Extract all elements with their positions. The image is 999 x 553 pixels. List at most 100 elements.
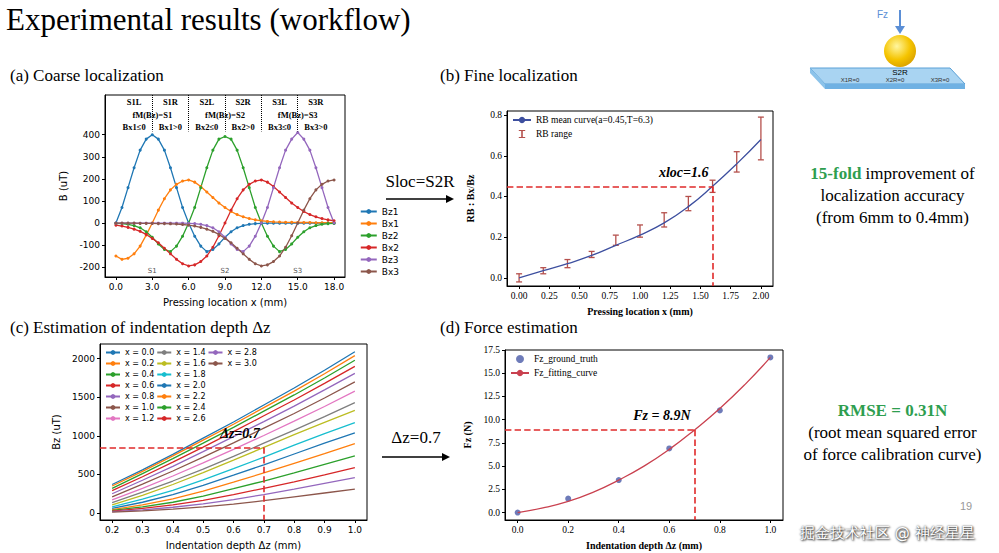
svg-text:0: 0 <box>94 218 100 228</box>
svg-text:Bx2≤0: Bx2≤0 <box>195 122 218 132</box>
svg-text:5.0: 5.0 <box>488 461 500 471</box>
svg-text:x = 2.2: x = 2.2 <box>176 392 205 401</box>
svg-text:0.8: 0.8 <box>714 525 726 535</box>
svg-text:S3R: S3R <box>308 97 324 107</box>
svg-text:Bx3: Bx3 <box>382 267 399 277</box>
svg-text:x = 0.6: x = 0.6 <box>125 381 154 390</box>
svg-text:0.8: 0.8 <box>287 525 302 535</box>
svg-text:7.5: 7.5 <box>488 438 500 448</box>
svg-text:S1R: S1R <box>163 97 179 107</box>
svg-text:6.0: 6.0 <box>181 282 196 292</box>
svg-text:RB range: RB range <box>536 129 572 139</box>
svg-text:0.00: 0.00 <box>511 291 528 301</box>
svg-text:0.0: 0.0 <box>490 273 502 283</box>
svg-text:x = 3.0: x = 3.0 <box>227 359 256 368</box>
svg-text:x = 2.6: x = 2.6 <box>176 414 205 423</box>
svg-text:2.00: 2.00 <box>753 291 770 301</box>
svg-text:x = 1.8: x = 1.8 <box>176 370 205 379</box>
svg-text:fM(Bz)=S1: fM(Bz)=S1 <box>132 110 172 120</box>
svg-text:1.0: 1.0 <box>764 525 776 535</box>
svg-text:Δz=0.7: Δz=0.7 <box>219 426 261 441</box>
svg-text:9.0: 9.0 <box>218 282 233 292</box>
svg-text:0.9: 0.9 <box>317 525 332 535</box>
svg-text:1.00: 1.00 <box>632 291 649 301</box>
svg-text:B (uT): B (uT) <box>58 171 69 201</box>
svg-text:-100: -100 <box>80 240 101 250</box>
svg-text:0.4: 0.4 <box>166 525 181 535</box>
svg-text:x = 1.0: x = 1.0 <box>125 403 154 412</box>
svg-text:15.0: 15.0 <box>288 282 308 292</box>
svg-text:0.0: 0.0 <box>109 282 124 292</box>
svg-text:x = 0.4: x = 0.4 <box>125 370 154 379</box>
svg-text:12.5: 12.5 <box>483 391 500 401</box>
svg-text:S3: S3 <box>293 267 302 275</box>
svg-text:S3L: S3L <box>272 97 287 107</box>
svg-text:Bx1: Bx1 <box>382 219 399 229</box>
svg-text:1.75: 1.75 <box>722 291 739 301</box>
svg-text:12.0: 12.0 <box>251 282 271 292</box>
svg-text:Pressing location x (mm): Pressing location x (mm) <box>163 297 287 308</box>
svg-text:S2: S2 <box>221 267 230 275</box>
svg-text:15.0: 15.0 <box>483 368 500 378</box>
svg-text:1.0: 1.0 <box>348 525 363 535</box>
svg-text:0.0: 0.0 <box>512 525 524 535</box>
svg-text:X1R=0: X1R=0 <box>841 77 860 83</box>
svg-text:0.2: 0.2 <box>490 232 502 242</box>
svg-text:X3R=0: X3R=0 <box>931 77 950 83</box>
svg-text:300: 300 <box>83 152 100 162</box>
svg-text:x = 1.2: x = 1.2 <box>125 414 154 423</box>
svg-text:0.5: 0.5 <box>196 525 210 535</box>
svg-text:0.4: 0.4 <box>490 191 502 201</box>
svg-text:S2R: S2R <box>892 68 908 77</box>
svg-text:0.8: 0.8 <box>490 110 502 120</box>
svg-text:Bz (uT): Bz (uT) <box>51 414 62 450</box>
svg-text:S1L: S1L <box>127 97 142 107</box>
svg-text:Bz3: Bz3 <box>382 255 399 265</box>
svg-text:0.6: 0.6 <box>663 525 675 535</box>
svg-text:x = 2.0: x = 2.0 <box>176 381 205 390</box>
svg-text:fM(Bz)=S2: fM(Bz)=S2 <box>205 110 245 120</box>
svg-text:x = 2.4: x = 2.4 <box>176 403 205 412</box>
svg-text:0.0: 0.0 <box>488 508 500 518</box>
svg-text:x = 0.8: x = 0.8 <box>125 392 154 401</box>
svg-text:1.50: 1.50 <box>692 291 709 301</box>
svg-text:Indentation depth Δz (mm): Indentation depth Δz (mm) <box>586 540 702 552</box>
svg-text:Bx1>0: Bx1>0 <box>159 122 182 132</box>
svg-text:Bx2: Bx2 <box>382 243 399 253</box>
svg-text:S2R: S2R <box>236 97 252 107</box>
svg-text:0.2: 0.2 <box>105 525 119 535</box>
svg-text:-200: -200 <box>80 262 101 272</box>
svg-text:0.75: 0.75 <box>601 291 618 301</box>
svg-text:fM(Bz)=S3: fM(Bz)=S3 <box>278 110 318 120</box>
svg-text:0.7: 0.7 <box>257 525 271 535</box>
svg-text:200: 200 <box>83 174 100 184</box>
svg-text:0.50: 0.50 <box>571 291 588 301</box>
svg-text:x = 1.4: x = 1.4 <box>176 348 205 357</box>
svg-text:500: 500 <box>78 469 95 479</box>
svg-text:X2R=0: X2R=0 <box>886 77 905 83</box>
svg-text:x = 1.6: x = 1.6 <box>176 359 205 368</box>
svg-text:1.25: 1.25 <box>662 291 679 301</box>
svg-text:x = 0.2: x = 0.2 <box>125 359 154 368</box>
svg-text:0.3: 0.3 <box>135 525 149 535</box>
svg-text:Bz1: Bz1 <box>382 207 399 217</box>
svg-text:1000: 1000 <box>72 431 95 441</box>
svg-text:x = 0.0: x = 0.0 <box>125 348 154 357</box>
svg-text:17.5: 17.5 <box>483 345 500 355</box>
svg-text:Fz (N): Fz (N) <box>462 422 474 449</box>
svg-text:100: 100 <box>83 196 100 206</box>
svg-text:10.0: 10.0 <box>483 415 500 425</box>
svg-text:Fz = 8.9N: Fz = 8.9N <box>632 408 691 423</box>
svg-text:Indentation depth Δz (mm): Indentation depth Δz (mm) <box>166 540 301 551</box>
svg-text:0.25: 0.25 <box>541 291 558 301</box>
svg-text:18.0: 18.0 <box>324 282 344 292</box>
svg-text:S2L: S2L <box>199 97 214 107</box>
svg-text:RB : Bx/Bz: RB : Bx/Bz <box>465 174 476 222</box>
svg-text:Bx2>0: Bx2>0 <box>232 122 255 132</box>
svg-text:Fz_ground_truth: Fz_ground_truth <box>534 354 598 364</box>
svg-text:0.6: 0.6 <box>490 151 502 161</box>
svg-text:Bx3>0: Bx3>0 <box>304 122 327 132</box>
svg-text:2.5: 2.5 <box>488 484 500 494</box>
svg-text:S1: S1 <box>148 267 157 275</box>
svg-text:x = 2.8: x = 2.8 <box>227 348 256 357</box>
